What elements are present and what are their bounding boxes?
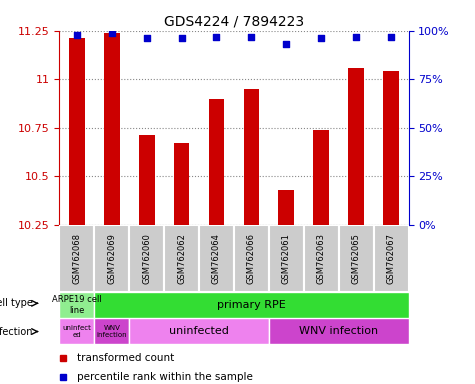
Point: [352, 33, 360, 40]
Bar: [348, 68, 364, 225]
Bar: [139, 136, 154, 225]
FancyBboxPatch shape: [59, 318, 94, 344]
FancyBboxPatch shape: [94, 292, 408, 318]
Text: GSM762065: GSM762065: [352, 233, 361, 284]
Title: GDS4224 / 7894223: GDS4224 / 7894223: [164, 14, 304, 28]
FancyBboxPatch shape: [164, 225, 199, 292]
Text: GSM762064: GSM762064: [212, 233, 221, 284]
Text: ARPE19 cell
line: ARPE19 cell line: [52, 295, 102, 314]
Text: GSM762066: GSM762066: [247, 233, 256, 284]
Text: GSM762068: GSM762068: [72, 233, 81, 284]
Text: uninfected: uninfected: [169, 326, 229, 336]
Bar: [278, 190, 294, 225]
FancyBboxPatch shape: [94, 225, 129, 292]
FancyBboxPatch shape: [129, 318, 269, 344]
Bar: [383, 71, 399, 225]
FancyBboxPatch shape: [374, 225, 408, 292]
FancyBboxPatch shape: [304, 225, 339, 292]
Point: [108, 30, 115, 36]
Text: GSM762062: GSM762062: [177, 233, 186, 284]
Bar: [209, 99, 224, 225]
Point: [387, 33, 395, 40]
Text: GSM762063: GSM762063: [317, 233, 326, 284]
Text: WNV
infection: WNV infection: [96, 324, 127, 338]
FancyBboxPatch shape: [269, 225, 304, 292]
FancyBboxPatch shape: [59, 292, 94, 318]
Text: GSM762069: GSM762069: [107, 233, 116, 284]
Point: [283, 41, 290, 47]
Bar: [314, 130, 329, 225]
Text: WNV infection: WNV infection: [299, 326, 378, 336]
FancyBboxPatch shape: [269, 318, 408, 344]
Point: [73, 31, 81, 38]
Point: [178, 35, 185, 41]
Bar: [244, 89, 259, 225]
Text: GSM762060: GSM762060: [142, 233, 151, 284]
Point: [317, 35, 325, 41]
FancyBboxPatch shape: [94, 318, 129, 344]
Text: transformed count: transformed count: [77, 353, 174, 362]
Point: [213, 33, 220, 40]
Bar: [174, 143, 190, 225]
Bar: [69, 38, 85, 225]
FancyBboxPatch shape: [59, 225, 94, 292]
Text: cell type: cell type: [0, 298, 33, 308]
Text: primary RPE: primary RPE: [217, 300, 286, 310]
FancyBboxPatch shape: [129, 225, 164, 292]
Text: uninfect
ed: uninfect ed: [62, 324, 91, 338]
Text: GSM762067: GSM762067: [387, 233, 396, 284]
FancyBboxPatch shape: [199, 225, 234, 292]
Text: percentile rank within the sample: percentile rank within the sample: [77, 372, 253, 382]
Text: infection: infection: [0, 326, 33, 336]
FancyBboxPatch shape: [234, 225, 269, 292]
Point: [247, 33, 255, 40]
Bar: [104, 33, 120, 225]
Text: GSM762061: GSM762061: [282, 233, 291, 284]
Point: [143, 35, 151, 41]
FancyBboxPatch shape: [339, 225, 374, 292]
